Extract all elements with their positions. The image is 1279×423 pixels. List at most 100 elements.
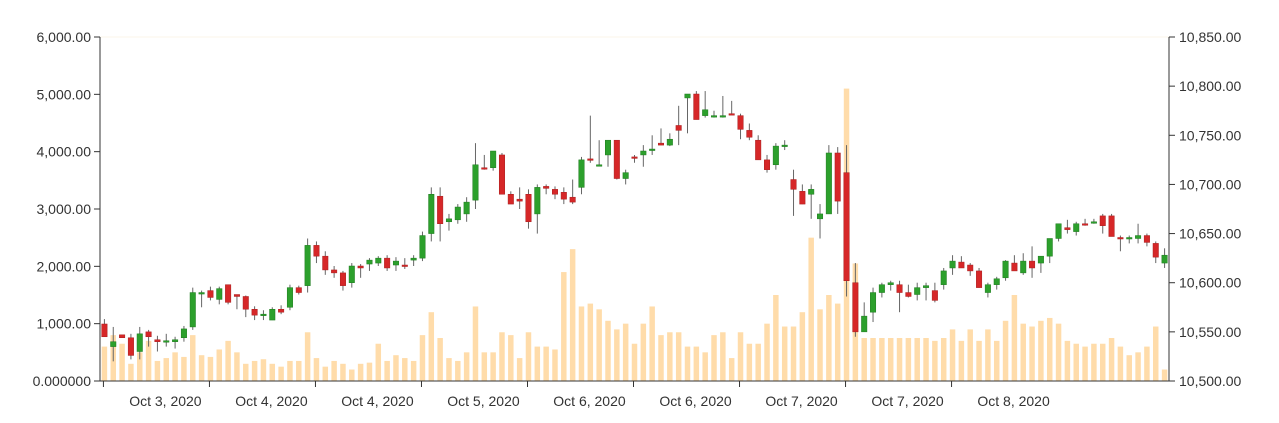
candle-body <box>1029 260 1036 269</box>
volume-bar <box>896 338 903 381</box>
volume-bar <box>384 360 390 381</box>
candle-up <box>534 184 541 234</box>
candle-down <box>764 154 771 173</box>
candle-up <box>180 325 187 342</box>
volume-bar <box>1002 320 1009 381</box>
candle-up <box>110 326 117 362</box>
candle-body <box>560 192 567 200</box>
candle-body <box>269 309 276 321</box>
candle-down <box>101 319 108 338</box>
volume-bar <box>1135 352 1141 381</box>
candle-body <box>967 264 974 272</box>
candle-down <box>675 105 682 146</box>
candle-up <box>1073 221 1080 236</box>
candle-down <box>1143 233 1150 247</box>
volume-bar <box>605 320 611 381</box>
candle-down <box>507 191 514 205</box>
candle-up <box>1126 235 1133 244</box>
volume-bar <box>349 369 355 381</box>
volume-bar <box>631 343 638 381</box>
volume-bar <box>737 332 744 381</box>
volume-bar <box>993 340 1000 381</box>
candle-body <box>1037 255 1044 264</box>
volume-bar <box>525 332 532 381</box>
right-tick-label: 10,800.00 <box>1179 78 1241 94</box>
candle-body <box>295 287 302 293</box>
candle-up <box>914 282 921 301</box>
left-tick-label: 0.000000 <box>33 373 92 389</box>
volume-bar <box>278 366 284 381</box>
candle-up <box>861 302 868 333</box>
candle-body <box>1073 223 1080 232</box>
candle-up <box>172 336 179 349</box>
candle-body <box>127 337 134 356</box>
volume-bar <box>693 346 700 381</box>
volume-bar <box>163 358 169 381</box>
left-tick-label: 3,000.00 <box>37 201 92 217</box>
volume-bar <box>649 306 655 381</box>
candle-body <box>534 187 541 215</box>
volume-bar <box>817 309 823 381</box>
candle-body <box>640 150 647 156</box>
candle-up <box>702 91 709 118</box>
candle-down <box>207 286 214 301</box>
candle-body <box>622 172 629 179</box>
candle-body <box>1011 262 1018 272</box>
volume-bar <box>1064 340 1071 381</box>
volume-bar <box>587 303 594 381</box>
candle-body <box>861 315 868 333</box>
candle-down <box>728 100 735 116</box>
candle-body <box>145 331 152 338</box>
candle-body <box>419 235 426 259</box>
volume-bar <box>481 352 488 381</box>
right-tick-label: 10,750.00 <box>1179 127 1241 143</box>
volume-bar <box>366 362 373 381</box>
volume-bar <box>296 360 302 381</box>
candle-down <box>560 187 567 205</box>
candle-body <box>216 288 223 300</box>
candle-body <box>180 328 187 339</box>
candle-body <box>976 270 983 288</box>
candle-body <box>543 186 550 189</box>
candle-up <box>163 333 170 347</box>
candle-body <box>870 292 877 313</box>
volume-bar <box>322 366 329 381</box>
volume-series <box>101 88 1168 381</box>
volume-bar <box>967 329 973 381</box>
candle-body <box>772 145 779 166</box>
candle-body <box>454 206 461 221</box>
volume-bar <box>905 338 912 381</box>
candle-down <box>587 115 594 163</box>
volume-bar <box>472 306 479 381</box>
volume-bar <box>508 335 514 381</box>
candle-body <box>746 130 753 138</box>
volume-bar <box>1091 343 1097 381</box>
candle-up <box>649 135 656 155</box>
candle-down <box>242 295 249 318</box>
volume-bar <box>578 306 585 381</box>
volume-bar <box>940 338 947 381</box>
x-tick-label: Oct 8, 2020 <box>977 393 1050 409</box>
x-axis-ticks: Oct 3, 2020 Oct 4, 2020 Oct 4, 2020 Oct 5, … <box>102 381 1050 409</box>
volume-bar <box>667 332 673 381</box>
x-tick-label: Oct 7, 2020 <box>765 393 838 409</box>
candle-up <box>445 213 452 231</box>
volume-bar <box>1108 338 1115 381</box>
volume-bar <box>1126 355 1132 381</box>
volume-bar <box>834 303 841 381</box>
candle-up <box>887 280 894 291</box>
candle-body <box>472 164 479 201</box>
candle-up <box>817 204 824 239</box>
right-tick-label: 10,600.00 <box>1179 275 1241 291</box>
candle-down <box>331 266 338 278</box>
candle-up <box>419 231 426 262</box>
volume-bar <box>1073 343 1079 381</box>
left-tick-label: 6,000.00 <box>37 29 92 45</box>
candle-up <box>1037 255 1044 273</box>
candle-down <box>145 329 152 347</box>
candle-body <box>684 93 691 99</box>
candle-body <box>605 139 611 156</box>
right-tick-label: 10,550.00 <box>1179 324 1241 340</box>
candle-down <box>225 284 232 305</box>
candle-up <box>605 139 611 167</box>
